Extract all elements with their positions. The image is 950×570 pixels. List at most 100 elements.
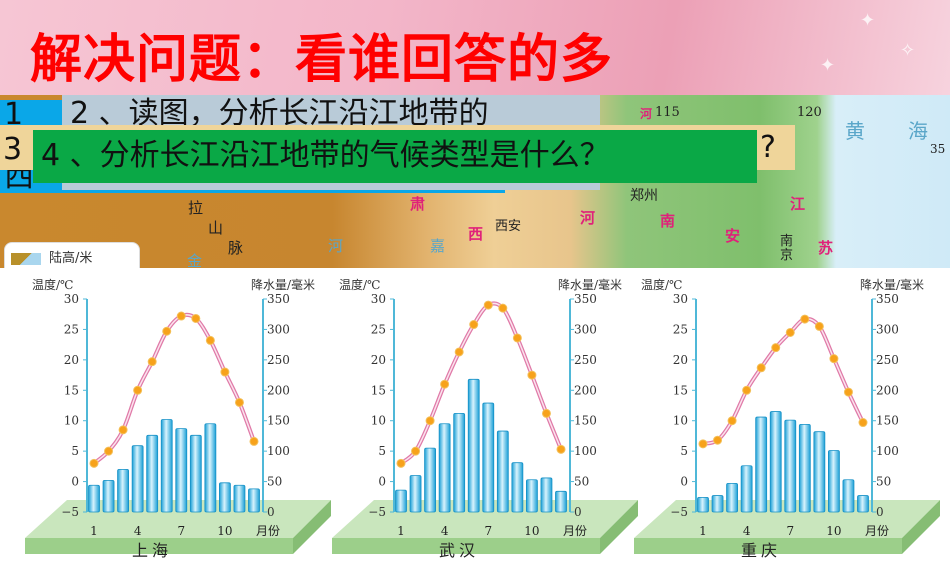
precipitation-bar xyxy=(857,495,869,513)
temperature-point xyxy=(89,458,99,468)
precipitation-bar xyxy=(424,447,436,513)
y-right-tick-label: 150 xyxy=(267,414,290,428)
temperature-point xyxy=(118,425,128,435)
temperature-point xyxy=(483,300,493,310)
map-label: 河 xyxy=(640,107,653,121)
y-left-tick-label: −5 xyxy=(368,505,386,519)
x-tick-label: 10 xyxy=(826,524,841,538)
precipitation-bar xyxy=(189,434,202,513)
y-right-tick-label: 250 xyxy=(574,353,597,367)
question-4-box[interactable]: 4 、分析长江沿江地带的气候类型是什么？ xyxy=(33,130,757,183)
y-left-tick-label: 5 xyxy=(71,444,79,458)
y-right-axis-label: 降水量/毫米 xyxy=(558,277,622,292)
temperature-point xyxy=(234,397,244,407)
sparkle-icon: ✦ xyxy=(820,55,836,76)
slide-title: 解决问题：看谁回答的多 xyxy=(30,30,614,90)
y-left-tick-label: 30 xyxy=(64,292,79,306)
y-left-tick-label: 15 xyxy=(673,383,688,397)
y-left-tick-label: 30 xyxy=(371,292,386,306)
precipitation-bar xyxy=(117,468,129,513)
precipitation-bar xyxy=(496,430,509,513)
map-label: 南 xyxy=(660,212,676,230)
y-left-axis-label: 温度/℃ xyxy=(641,277,682,292)
precipitation-bar xyxy=(726,482,738,513)
temperature-line-outer xyxy=(399,301,563,465)
precipitation-bar xyxy=(160,419,173,513)
map-label-nanjing: 南京 xyxy=(780,234,794,263)
temperature-point xyxy=(205,335,215,345)
y-left-tick-label: −5 xyxy=(670,505,688,519)
precipitation-bar xyxy=(467,378,480,513)
precipitation-bar xyxy=(438,423,451,513)
precipitation-bar xyxy=(395,489,407,513)
map-label: 肃 xyxy=(410,195,426,213)
chart-title: 武汉 xyxy=(439,541,479,560)
x-tick-label: 7 xyxy=(177,524,185,538)
map-label: 115 xyxy=(655,105,680,120)
x-axis-label: 月份 xyxy=(563,524,587,538)
temperature-point xyxy=(556,444,566,454)
y-left-tick-label: 5 xyxy=(378,444,386,458)
platform-front xyxy=(25,538,293,554)
y-right-tick-label: 150 xyxy=(876,414,899,428)
y-left-tick-label: 5 xyxy=(680,444,688,458)
y-right-tick-label: 300 xyxy=(574,322,597,336)
platform-side xyxy=(600,500,638,554)
map-label: 拉 xyxy=(188,199,204,217)
y-left-axis-label: 温度/℃ xyxy=(339,277,380,292)
platform-front xyxy=(634,538,902,554)
temperature-point xyxy=(742,385,752,395)
map-label: 嘉 xyxy=(430,237,446,255)
precipitation-bar xyxy=(204,423,217,513)
precipitation-bar xyxy=(219,482,231,513)
temperature-point xyxy=(771,343,781,353)
precipitation-bar xyxy=(233,484,246,513)
y-left-tick-label: 0 xyxy=(71,475,79,489)
precipitation-bar xyxy=(755,416,768,513)
sparkle-icon: ✦ xyxy=(860,10,876,31)
precipitation-bar xyxy=(711,495,724,513)
x-tick-label: 1 xyxy=(397,524,405,538)
legend-title: 陆高/米 xyxy=(49,251,93,266)
precipitation-bar xyxy=(409,475,422,513)
question-3-text: ? xyxy=(760,130,776,165)
precipitation-bar xyxy=(453,413,466,513)
y-right-tick-label: 200 xyxy=(574,383,597,397)
x-tick-label: 4 xyxy=(441,524,449,538)
temperature-line-outer xyxy=(92,312,256,465)
precipitation-bar xyxy=(842,479,855,513)
legend-swatch xyxy=(11,253,41,265)
map-label: 120 xyxy=(797,105,822,120)
precipitation-bar xyxy=(102,479,115,513)
y-right-tick-label: 300 xyxy=(876,322,899,336)
y-left-tick-label: 15 xyxy=(371,383,386,397)
y-right-axis-label: 降水量/毫米 xyxy=(251,277,315,292)
x-tick-label: 1 xyxy=(699,524,707,538)
x-tick-label: 7 xyxy=(484,524,492,538)
temperature-point xyxy=(147,357,157,367)
temperature-point xyxy=(785,327,795,337)
precipitation-bar xyxy=(555,490,567,513)
y-right-tick-label: 200 xyxy=(267,383,290,397)
y-left-tick-label: 25 xyxy=(673,322,688,336)
temperature-line-outer xyxy=(702,316,865,446)
x-axis-label: 月份 xyxy=(256,524,280,538)
map-label: 河 xyxy=(580,209,596,227)
question-4-text: 4 、分析长江沿江地带的气候类型是什么？ xyxy=(41,138,610,173)
precipitation-bar xyxy=(540,477,553,513)
question-2-text: 2 、读图，分析长江沿江地带的 xyxy=(70,96,489,131)
y-right-tick-label: 0 xyxy=(876,505,884,519)
temperature-point xyxy=(843,387,853,397)
temperature-point xyxy=(104,446,114,456)
temperature-point xyxy=(512,333,522,343)
y-left-tick-label: 0 xyxy=(378,475,386,489)
y-right-tick-label: 350 xyxy=(267,292,290,306)
y-right-tick-label: 50 xyxy=(267,475,282,489)
temperature-point xyxy=(191,313,201,323)
temperature-point xyxy=(541,408,551,418)
temperature-point xyxy=(829,354,839,364)
sparkle-icon: ✧ xyxy=(900,40,916,61)
platform-side xyxy=(902,500,940,554)
map-label: 安 xyxy=(725,227,741,245)
